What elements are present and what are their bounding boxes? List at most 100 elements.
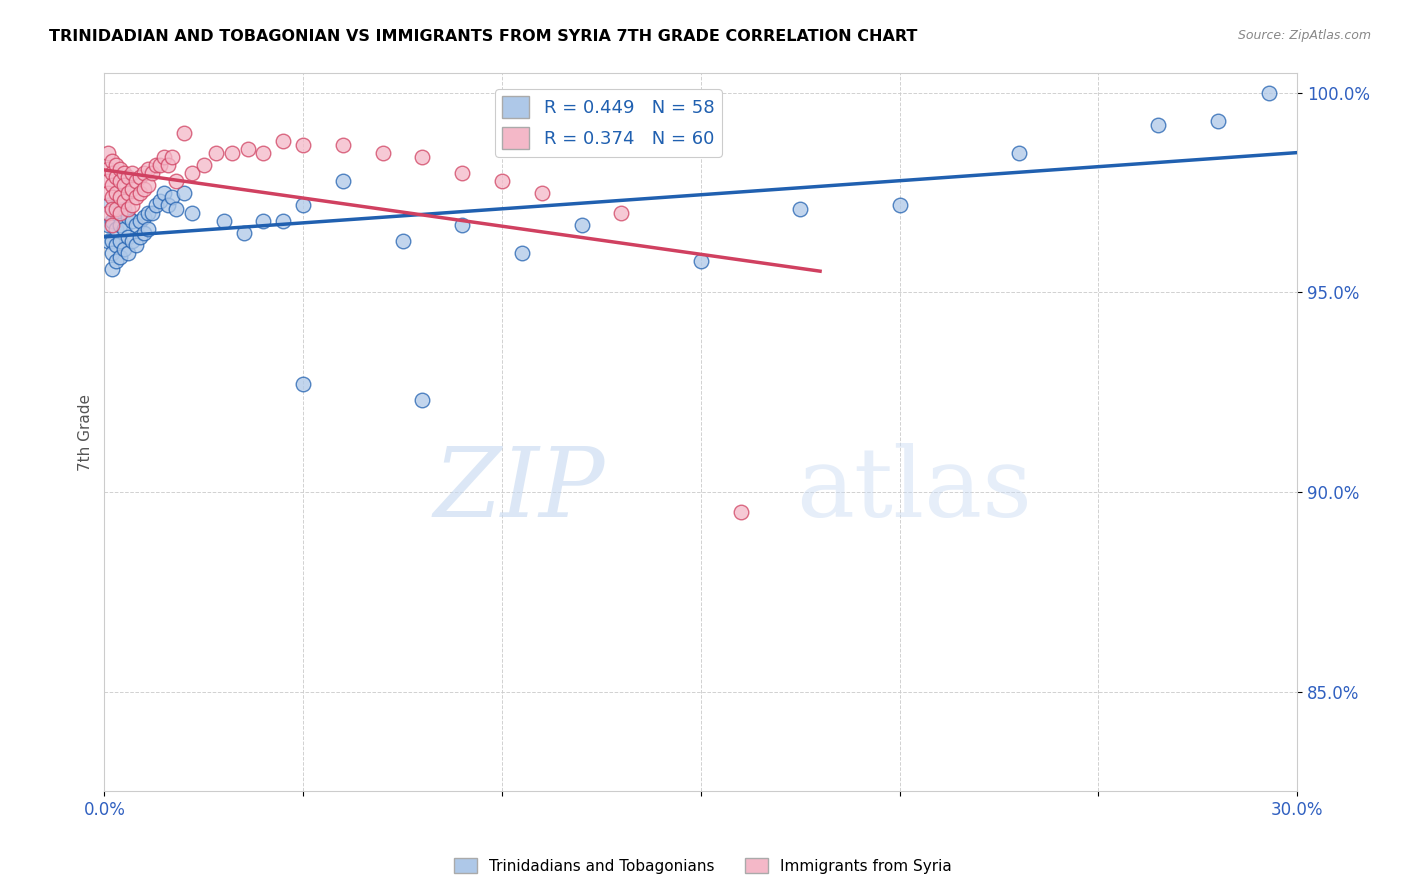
Point bbox=[136, 178, 159, 192]
Point bbox=[105, 205, 128, 219]
Point bbox=[112, 221, 135, 235]
Point bbox=[125, 237, 148, 252]
Legend: Trinidadians and Tobagonians, Immigrants from Syria: Trinidadians and Tobagonians, Immigrants… bbox=[449, 852, 957, 880]
Point bbox=[101, 234, 124, 248]
Point bbox=[165, 202, 187, 216]
Point bbox=[117, 210, 139, 224]
Point bbox=[180, 205, 202, 219]
Point bbox=[101, 166, 124, 180]
Point bbox=[112, 178, 135, 192]
Point bbox=[153, 186, 176, 200]
Point bbox=[105, 169, 128, 184]
Text: atlas: atlas bbox=[796, 442, 1032, 537]
Point bbox=[332, 137, 354, 152]
Point bbox=[117, 186, 139, 200]
Point bbox=[510, 245, 533, 260]
Point bbox=[110, 250, 132, 264]
Point bbox=[134, 210, 156, 224]
Point bbox=[1008, 145, 1031, 160]
Point bbox=[236, 142, 259, 156]
Point bbox=[101, 213, 124, 227]
Point bbox=[141, 166, 163, 180]
Point bbox=[160, 150, 183, 164]
Point bbox=[491, 174, 513, 188]
Point bbox=[153, 150, 176, 164]
Point bbox=[101, 245, 124, 260]
Point bbox=[1258, 86, 1281, 100]
Point bbox=[136, 161, 159, 176]
Point bbox=[204, 145, 226, 160]
Point bbox=[97, 174, 120, 188]
Point bbox=[129, 186, 152, 200]
Point bbox=[110, 174, 132, 188]
Point bbox=[117, 202, 139, 216]
Point bbox=[292, 137, 315, 152]
Point bbox=[136, 205, 159, 219]
Point bbox=[110, 205, 132, 219]
Point bbox=[134, 166, 156, 180]
Point bbox=[97, 197, 120, 211]
Point bbox=[252, 213, 274, 227]
Point bbox=[232, 226, 254, 240]
Point bbox=[110, 190, 132, 204]
Point bbox=[145, 158, 167, 172]
Text: ZIP: ZIP bbox=[434, 442, 606, 537]
Point bbox=[121, 166, 143, 180]
Point bbox=[105, 186, 128, 200]
Point bbox=[112, 166, 135, 180]
Point bbox=[411, 393, 433, 408]
Point bbox=[252, 145, 274, 160]
Point bbox=[173, 126, 195, 140]
Point bbox=[730, 505, 752, 519]
Point bbox=[117, 245, 139, 260]
Legend: R = 0.449   N = 58, R = 0.374   N = 60: R = 0.449 N = 58, R = 0.374 N = 60 bbox=[495, 89, 721, 157]
Point bbox=[149, 194, 172, 208]
Point bbox=[271, 134, 294, 148]
Point bbox=[149, 158, 172, 172]
Point bbox=[173, 186, 195, 200]
Point bbox=[101, 190, 124, 204]
Point bbox=[121, 234, 143, 248]
Point bbox=[125, 218, 148, 232]
Point bbox=[160, 190, 183, 204]
Point bbox=[105, 253, 128, 268]
Point bbox=[125, 174, 148, 188]
Point bbox=[105, 202, 128, 216]
Point bbox=[129, 229, 152, 244]
Point bbox=[97, 161, 120, 176]
Point bbox=[332, 174, 354, 188]
Text: TRINIDADIAN AND TOBAGONIAN VS IMMIGRANTS FROM SYRIA 7TH GRADE CORRELATION CHART: TRINIDADIAN AND TOBAGONIAN VS IMMIGRANTS… bbox=[49, 29, 918, 44]
Point bbox=[110, 234, 132, 248]
Point bbox=[292, 377, 315, 392]
Point bbox=[165, 174, 187, 188]
Point bbox=[101, 218, 124, 232]
Point bbox=[212, 213, 235, 227]
Point bbox=[451, 218, 474, 232]
Point bbox=[117, 169, 139, 184]
Point bbox=[105, 158, 128, 172]
Point bbox=[136, 221, 159, 235]
Point bbox=[97, 234, 120, 248]
Point bbox=[689, 253, 711, 268]
Point bbox=[105, 221, 128, 235]
Point bbox=[101, 153, 124, 168]
Point bbox=[411, 150, 433, 164]
Point bbox=[97, 205, 120, 219]
Point bbox=[156, 158, 179, 172]
Point bbox=[391, 234, 413, 248]
Point bbox=[221, 145, 243, 160]
Point bbox=[121, 197, 143, 211]
Text: Source: ZipAtlas.com: Source: ZipAtlas.com bbox=[1237, 29, 1371, 42]
Point bbox=[610, 205, 633, 219]
Point bbox=[271, 213, 294, 227]
Point bbox=[129, 213, 152, 227]
Point bbox=[889, 197, 911, 211]
Point bbox=[129, 169, 152, 184]
Point bbox=[97, 218, 120, 232]
Point bbox=[1206, 114, 1229, 128]
Point bbox=[125, 190, 148, 204]
Point bbox=[117, 229, 139, 244]
Point bbox=[530, 186, 553, 200]
Point bbox=[292, 197, 315, 211]
Point bbox=[97, 186, 120, 200]
